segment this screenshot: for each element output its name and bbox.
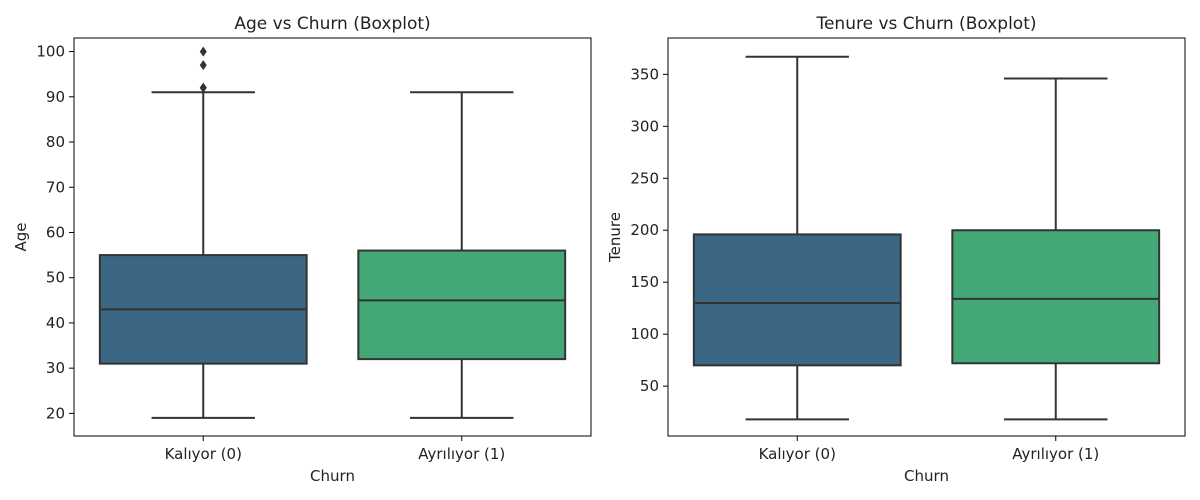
- chart-1-ytick-label-6: 70: [46, 178, 65, 196]
- chart-1-xtick-label-1: Kalıyor (0): [165, 445, 242, 463]
- chart-1-xtick-label-2: Ayrılıyor (1): [418, 445, 505, 463]
- chart-2-ylabel: Tenure: [606, 212, 624, 263]
- chart-2-xlabel: Churn: [904, 467, 949, 485]
- chart-1-box-2: [357, 249, 567, 361]
- chart-2-ytick-label-7: 350: [630, 65, 659, 83]
- chart-1-ytick-label-5: 60: [46, 223, 65, 241]
- chart-2-xtick-label-1: Kalıyor (0): [759, 445, 836, 463]
- chart-2-ytick-label-4: 200: [630, 221, 659, 239]
- chart-1-ylabel: Age: [12, 222, 30, 251]
- chart-2-ytick-label-5: 250: [630, 169, 659, 187]
- chart-2-box-1: [692, 233, 902, 367]
- chart-2-ytick-label-1: 50: [640, 377, 659, 395]
- chart-1-ytick-label-3: 40: [46, 314, 65, 332]
- chart-2-ytick-label-6: 300: [630, 117, 659, 135]
- chart-2-xtick-label-2: Ayrılıyor (1): [1012, 445, 1099, 463]
- chart-1-ytick-label-8: 90: [46, 88, 65, 106]
- chart-1-ytick-label-1: 20: [46, 404, 65, 422]
- chart-2-ytick-label-3: 150: [630, 273, 659, 291]
- chart-1-outlier-1-3: [199, 60, 207, 71]
- chart-1-xlabel: Churn: [310, 467, 355, 485]
- chart-1-outlier-1-4: [199, 46, 207, 57]
- chart-2-title: Tenure vs Churn (Boxplot): [815, 14, 1036, 34]
- chart-2-box-2: [951, 229, 1161, 365]
- chart-2-plot-frame: [667, 37, 1186, 437]
- chart-1-title: Age vs Churn (Boxplot): [234, 14, 430, 34]
- chart-2-ytick-label-2: 100: [630, 325, 659, 343]
- chart-1-outlier-1-2: [199, 82, 207, 93]
- chart-1-ytick-label-7: 80: [46, 133, 65, 151]
- chart-1-ytick-label-9: 100: [36, 43, 65, 61]
- chart-1-ytick-label-2: 30: [46, 359, 65, 377]
- chart-1-ytick-label-4: 50: [46, 269, 65, 287]
- chart-1-plot-frame: [73, 37, 592, 437]
